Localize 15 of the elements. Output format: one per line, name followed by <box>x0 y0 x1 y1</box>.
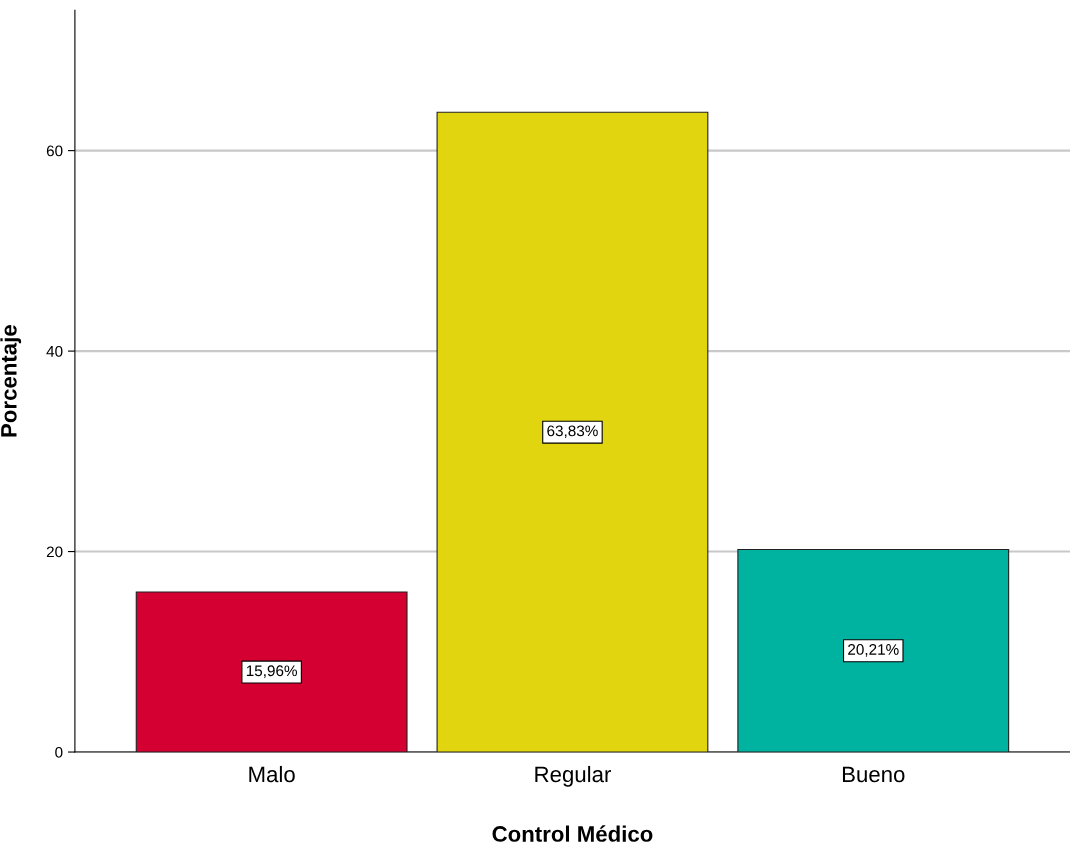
x-tick-label: Malo <box>249 765 295 783</box>
x-axis-title: Control Médico <box>492 825 653 842</box>
y-axis-title: Porcentaje <box>0 325 22 437</box>
bar <box>436 111 709 753</box>
y-tick-label: 20 <box>46 546 63 558</box>
bar <box>135 591 408 753</box>
data-label: 20,21% <box>848 644 899 657</box>
data-label: 15,96% <box>246 665 297 678</box>
bar <box>737 548 1010 753</box>
x-tick-label: Bueno <box>842 766 905 783</box>
y-tick-label: 40 <box>46 345 63 357</box>
data-label: 63,83% <box>547 425 598 439</box>
y-tick-label: 60 <box>46 145 63 157</box>
y-tick-label: 0 <box>55 746 63 758</box>
x-tick-label: Regular <box>535 765 611 787</box>
